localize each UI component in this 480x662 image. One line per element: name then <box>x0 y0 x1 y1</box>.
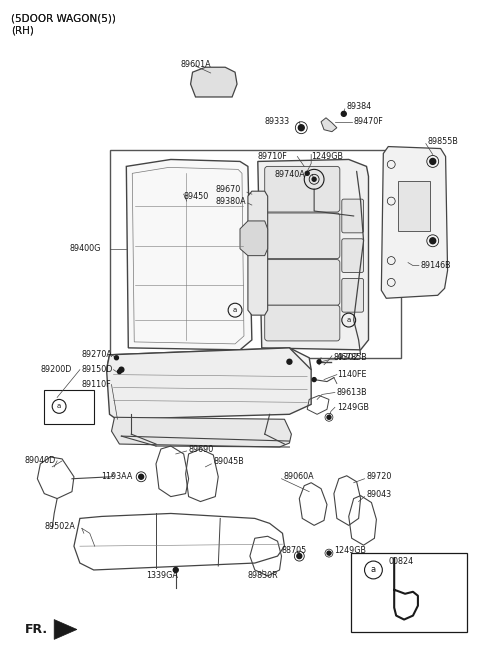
Polygon shape <box>258 160 369 350</box>
Polygon shape <box>54 620 77 639</box>
Circle shape <box>287 359 292 364</box>
Circle shape <box>430 238 436 244</box>
Text: 89045B: 89045B <box>213 457 244 467</box>
Circle shape <box>312 177 316 181</box>
Polygon shape <box>126 160 252 350</box>
Circle shape <box>430 158 436 164</box>
Circle shape <box>114 355 119 359</box>
Circle shape <box>305 171 309 175</box>
Text: 89302: 89302 <box>334 354 359 362</box>
Text: 89720: 89720 <box>367 472 392 481</box>
Circle shape <box>118 369 121 373</box>
Circle shape <box>312 377 316 381</box>
Text: 89740A: 89740A <box>275 170 305 179</box>
Text: 89450: 89450 <box>184 191 209 201</box>
Polygon shape <box>191 68 237 97</box>
Circle shape <box>173 567 178 573</box>
Text: 89200D: 89200D <box>40 365 72 374</box>
Text: 89110F: 89110F <box>82 380 111 389</box>
FancyBboxPatch shape <box>264 213 340 259</box>
Text: (5DOOR WAGON(5)): (5DOOR WAGON(5)) <box>11 14 116 24</box>
FancyBboxPatch shape <box>342 239 363 273</box>
Text: 89502A: 89502A <box>44 522 75 531</box>
Bar <box>351 553 468 632</box>
Text: (RH): (RH) <box>11 26 34 36</box>
Text: 89710F: 89710F <box>258 152 288 161</box>
Text: a: a <box>371 565 376 575</box>
Text: 89270A: 89270A <box>82 350 113 359</box>
FancyBboxPatch shape <box>342 279 363 312</box>
Text: 89040D: 89040D <box>24 456 56 465</box>
Text: 1249GB: 1249GB <box>337 403 369 412</box>
Circle shape <box>297 553 302 559</box>
Polygon shape <box>111 417 291 447</box>
FancyBboxPatch shape <box>264 166 340 212</box>
Text: 88705: 88705 <box>281 545 307 555</box>
Circle shape <box>317 359 321 363</box>
Text: 89384: 89384 <box>347 103 372 111</box>
Text: (RH): (RH) <box>11 26 34 36</box>
Text: FR.: FR. <box>24 623 48 636</box>
Polygon shape <box>107 348 311 369</box>
Circle shape <box>327 551 331 555</box>
Text: 00824: 00824 <box>388 557 413 565</box>
Circle shape <box>139 474 144 479</box>
Text: 1339GA: 1339GA <box>146 571 178 581</box>
Text: a: a <box>57 403 61 409</box>
Text: 1193AA: 1193AA <box>102 472 133 481</box>
Bar <box>398 181 430 231</box>
Text: 1249GB: 1249GB <box>311 152 343 161</box>
Bar <box>109 150 401 357</box>
Text: 89670: 89670 <box>216 185 240 194</box>
Text: 89613B: 89613B <box>337 388 368 397</box>
Text: 89146B: 89146B <box>421 261 452 270</box>
Text: 1140FE: 1140FE <box>337 370 366 379</box>
FancyBboxPatch shape <box>264 260 340 305</box>
Text: (5DOOR WAGON(5)): (5DOOR WAGON(5)) <box>11 14 116 24</box>
Text: a: a <box>233 307 237 313</box>
Polygon shape <box>248 191 268 315</box>
Circle shape <box>119 367 124 372</box>
Text: 89400G: 89400G <box>70 244 101 253</box>
Circle shape <box>327 415 331 419</box>
Polygon shape <box>240 221 268 256</box>
Text: a: a <box>347 317 351 323</box>
Text: 89855B: 89855B <box>428 137 459 146</box>
Polygon shape <box>107 348 311 419</box>
Text: 1249GB: 1249GB <box>334 545 366 555</box>
Text: 89380A: 89380A <box>216 197 246 206</box>
Text: 89470F: 89470F <box>354 117 384 126</box>
Text: 89150D: 89150D <box>82 365 113 374</box>
Text: 89333: 89333 <box>264 117 290 126</box>
Text: 46785B: 46785B <box>337 354 368 362</box>
Circle shape <box>298 124 304 130</box>
FancyBboxPatch shape <box>342 199 363 233</box>
Text: 89060A: 89060A <box>284 472 314 481</box>
Text: 89690: 89690 <box>189 444 214 453</box>
Polygon shape <box>321 118 337 132</box>
Polygon shape <box>381 146 447 299</box>
Text: 89830R: 89830R <box>248 571 278 581</box>
Text: 89601A: 89601A <box>180 60 211 69</box>
Bar <box>44 389 94 424</box>
FancyBboxPatch shape <box>264 305 340 341</box>
Text: 89043: 89043 <box>367 490 392 499</box>
Circle shape <box>341 111 346 117</box>
